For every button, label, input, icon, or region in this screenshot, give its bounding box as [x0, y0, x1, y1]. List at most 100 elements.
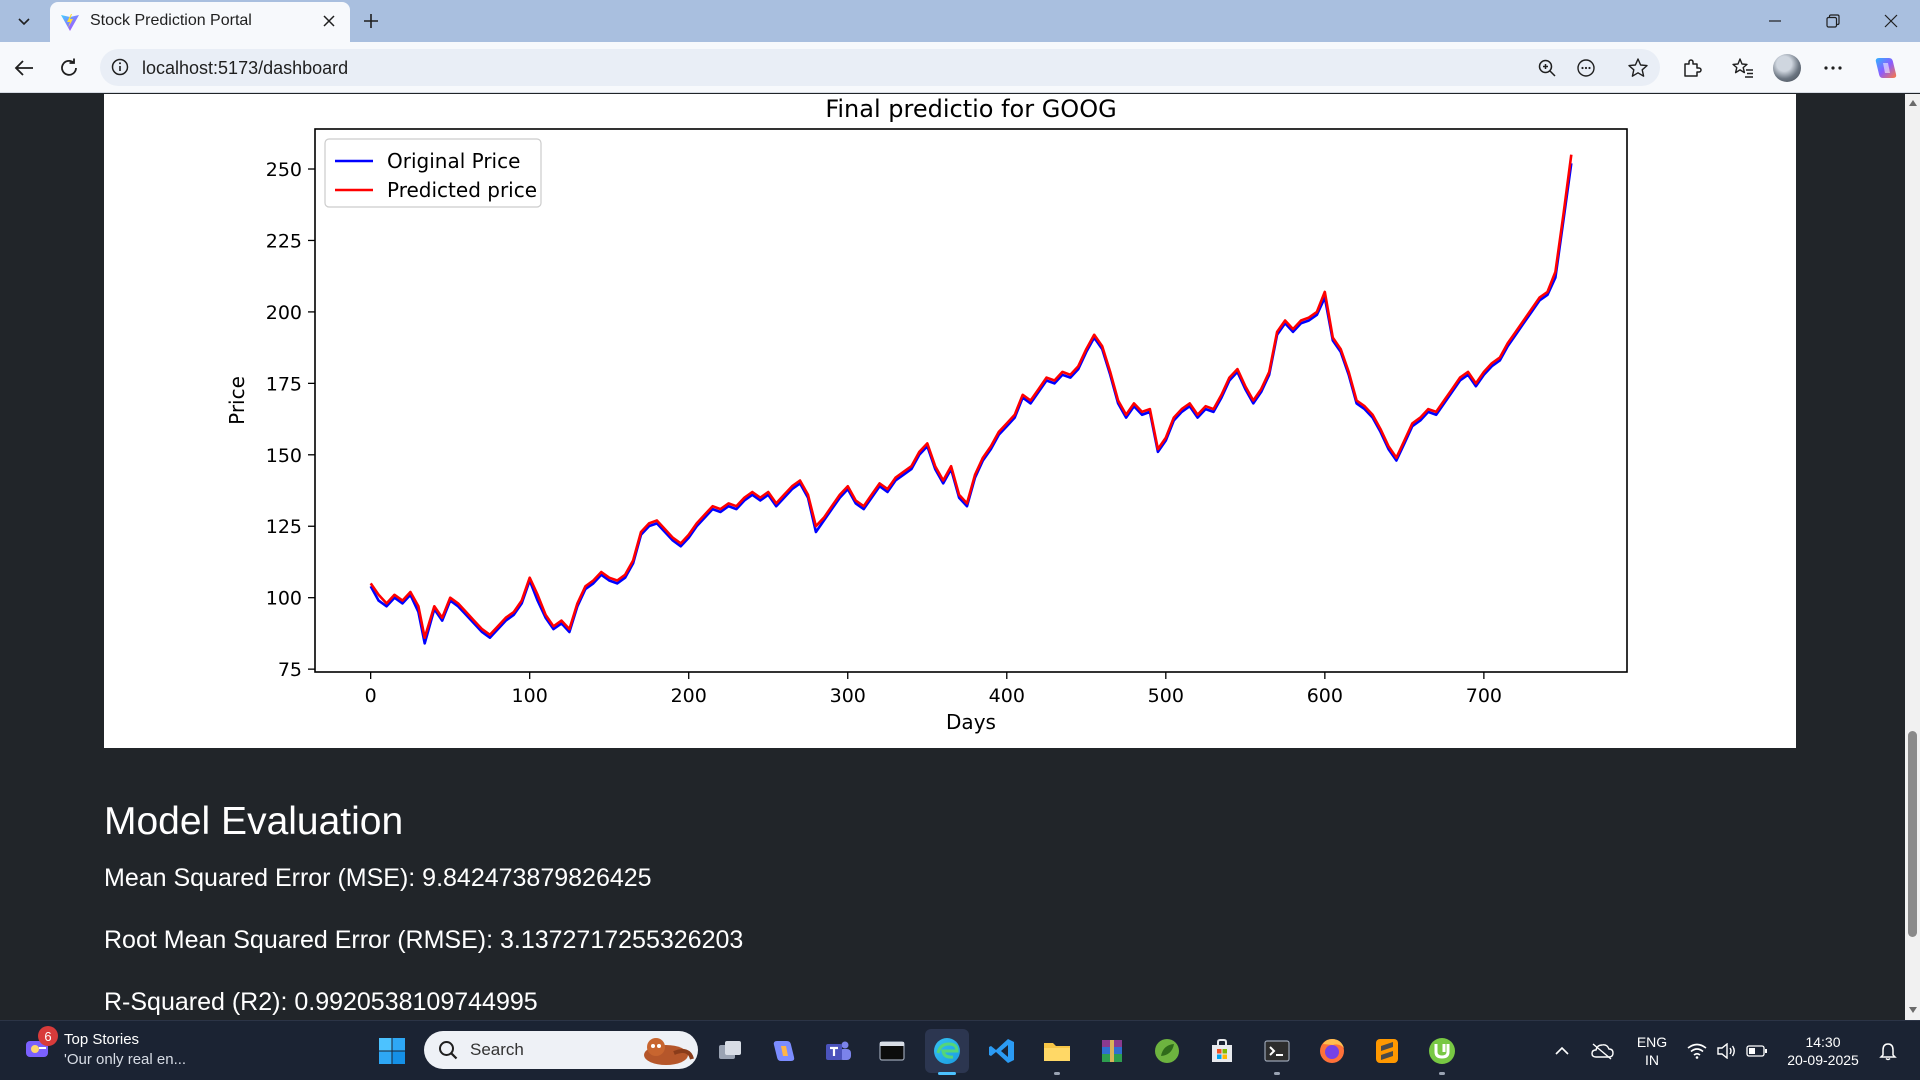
- legend-label-original-price: Original Price: [387, 149, 520, 173]
- site-info-icon[interactable]: [110, 57, 130, 77]
- windows-taskbar: 6 Top Stories 'Our only real en... Searc…: [0, 1020, 1920, 1080]
- spring-tool-suite-icon[interactable]: [1145, 1029, 1189, 1073]
- x-tick-label: 400: [989, 685, 1025, 707]
- news-title[interactable]: Top Stories: [64, 1031, 140, 1048]
- utorrent-running-indicator: [1439, 1072, 1445, 1075]
- copilot-app-icon[interactable]: [762, 1029, 806, 1073]
- utorrent-icon[interactable]: [1420, 1029, 1464, 1075]
- y-tick-label: 100: [266, 588, 302, 610]
- clock-time: 14:30: [1805, 1034, 1841, 1050]
- x-tick-label: 600: [1307, 685, 1343, 707]
- profile-avatar[interactable]: [1773, 54, 1801, 82]
- volume-icon[interactable]: [1710, 1029, 1744, 1073]
- terminal-window-icon[interactable]: [870, 1029, 914, 1073]
- y-tick-label: 225: [266, 230, 302, 252]
- firefox-icon[interactable]: [1310, 1029, 1354, 1073]
- command-prompt-icon[interactable]: [1255, 1029, 1299, 1075]
- browser-tab-active[interactable]: Stock Prediction Portal: [50, 2, 350, 42]
- scroll-up-arrow-icon[interactable]: [1907, 97, 1918, 109]
- y-tick-label: 75: [278, 659, 302, 681]
- refresh-icon[interactable]: [53, 52, 85, 84]
- windows-start-icon[interactable]: [370, 1029, 414, 1073]
- winrar-icon[interactable]: [1090, 1029, 1134, 1073]
- notification-bell-icon[interactable]: [1870, 1029, 1906, 1073]
- y-tick-label: 150: [266, 445, 302, 467]
- battery-icon[interactable]: [1740, 1029, 1774, 1073]
- y-tick-label: 250: [266, 159, 302, 181]
- news-widget-icon[interactable]: [24, 1033, 54, 1063]
- red-panda-search-highlight-icon: [634, 1033, 694, 1072]
- copilot-icon[interactable]: [1870, 52, 1902, 84]
- search-label: Search: [470, 1040, 524, 1059]
- mse-metric: Mean Squared Error (MSE): 9.842473879826…: [104, 864, 652, 892]
- cmd-running-indicator: [1274, 1072, 1280, 1075]
- y-tick-label: 175: [266, 373, 302, 395]
- x-tick-label: 200: [671, 685, 707, 707]
- edge-active-indicator: [938, 1072, 956, 1075]
- plot-frame: [314, 128, 1628, 673]
- more-options-circle-icon[interactable]: [1572, 54, 1600, 82]
- restore-window-icon[interactable]: [1804, 0, 1862, 42]
- x-axis-label: Days: [946, 710, 996, 734]
- news-subtitle[interactable]: 'Our only real en...: [64, 1051, 187, 1068]
- tab-close-icon[interactable]: [318, 10, 340, 32]
- language-code: ENG: [1636, 1034, 1668, 1050]
- new-tab-plus-icon[interactable]: [355, 6, 387, 36]
- back-arrow-icon[interactable]: [8, 52, 40, 84]
- model-evaluation-heading: Model Evaluation: [104, 800, 404, 843]
- page-scrollbar[interactable]: [1905, 94, 1920, 1020]
- task-view-icon[interactable]: [708, 1029, 752, 1073]
- microsoft-store-icon[interactable]: [1200, 1029, 1244, 1073]
- rmse-metric: Root Mean Squared Error (RMSE): 3.137271…: [104, 926, 744, 954]
- taskbar-search-box[interactable]: Search: [424, 1031, 698, 1069]
- tab-title: Stock Prediction Portal: [90, 12, 252, 29]
- browser-toolbar: localhost:5173/dashboard: [0, 42, 1920, 93]
- vscode-icon[interactable]: [980, 1029, 1024, 1073]
- favorites-list-icon[interactable]: [1727, 52, 1759, 84]
- browser-tab-bar: Stock Prediction Portal: [0, 0, 1920, 42]
- vite-favicon-icon: [60, 12, 80, 32]
- x-tick-label: 500: [1148, 685, 1184, 707]
- legend-box: [324, 138, 542, 208]
- x-tick-label: 300: [830, 685, 866, 707]
- address-bar[interactable]: localhost:5173/dashboard: [100, 49, 1660, 86]
- y-axis-label: Price: [225, 376, 249, 425]
- chart-title: Final predictio for GOOG: [825, 95, 1116, 123]
- news-badge: 6: [38, 1026, 58, 1046]
- region-code: IN: [1645, 1052, 1659, 1068]
- zoom-icon[interactable]: [1533, 54, 1561, 82]
- close-window-icon[interactable]: [1862, 0, 1920, 42]
- extensions-puzzle-icon[interactable]: [1676, 52, 1708, 84]
- tab-list-chevron-icon[interactable]: [8, 6, 40, 36]
- search-icon: [438, 1040, 458, 1065]
- wifi-icon[interactable]: [1680, 1029, 1714, 1073]
- series-line-original-price: [369, 163, 1573, 645]
- prediction-chart: Final predictio for GOOG 0 100 200 300 400 500…: [225, 95, 1628, 734]
- x-tick-label: 700: [1466, 685, 1502, 707]
- minimize-window-icon[interactable]: [1746, 0, 1804, 42]
- prediction-chart-card: Final predictio for GOOG 0 100 200 300 400 500…: [104, 94, 1796, 748]
- x-tick-label: 100: [512, 685, 548, 707]
- clock-date: 20-09-2025: [1787, 1052, 1859, 1068]
- sublime-text-icon[interactable]: [1365, 1029, 1409, 1073]
- file-explorer-icon[interactable]: [1035, 1029, 1079, 1075]
- scrollbar-thumb[interactable]: [1908, 731, 1917, 937]
- y-tick-label: 125: [266, 516, 302, 538]
- teams-icon[interactable]: [816, 1029, 860, 1073]
- edge-browser-icon[interactable]: [925, 1029, 969, 1075]
- favorite-star-icon[interactable]: [1624, 54, 1652, 82]
- y-tick-label: 200: [266, 302, 302, 324]
- language-indicator[interactable]: ENG IN: [1630, 1033, 1674, 1069]
- r2-metric: R-Squared (R2): 0.9920538109744995: [104, 988, 538, 1016]
- settings-more-icon[interactable]: [1817, 52, 1849, 84]
- address-url[interactable]: localhost:5173/dashboard: [142, 58, 349, 78]
- legend-label-predicted-price: Predicted price: [387, 178, 537, 202]
- show-hidden-icons-chevron-icon[interactable]: [1540, 1029, 1584, 1073]
- scroll-down-arrow-icon[interactable]: [1907, 1004, 1918, 1016]
- onedrive-offline-icon[interactable]: [1580, 1029, 1624, 1073]
- series-line-predicted-price: [369, 154, 1573, 639]
- explorer-running-indicator: [1054, 1072, 1060, 1075]
- clock[interactable]: 14:30 20-09-2025: [1778, 1033, 1868, 1069]
- page-content: Final predictio for GOOG 0 100 200 300 400 500…: [0, 94, 1905, 1020]
- x-tick-label: 0: [365, 685, 377, 707]
